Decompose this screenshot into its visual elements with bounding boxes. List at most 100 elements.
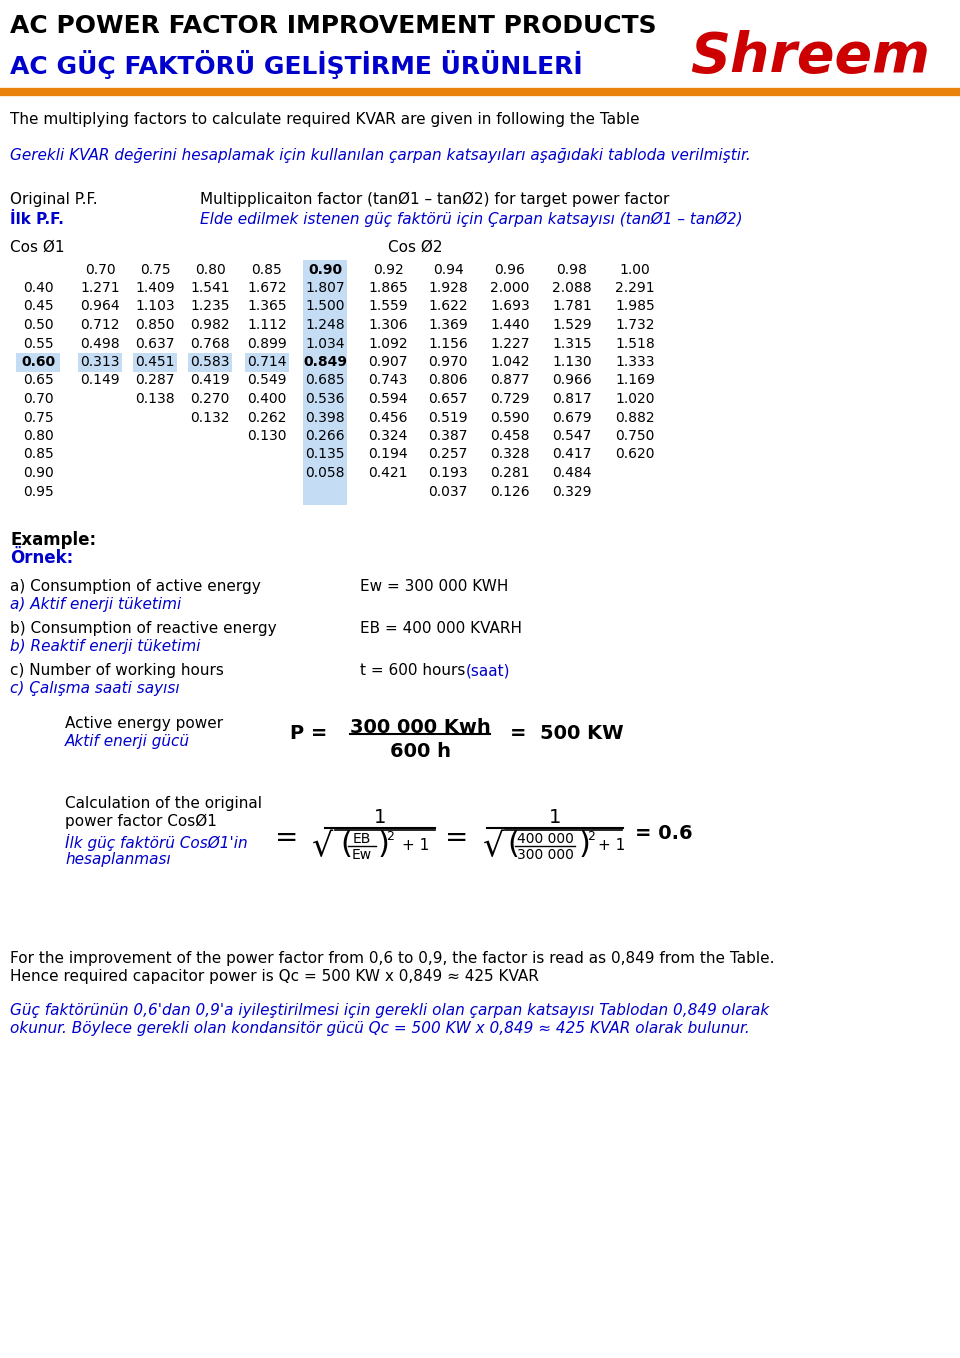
Text: 2.088: 2.088 [552,281,591,295]
Text: 0.149: 0.149 [81,373,120,387]
Text: Active energy power: Active energy power [65,716,223,731]
Text: 0.907: 0.907 [369,354,408,369]
Text: =  500 KW: = 500 KW [510,724,624,743]
Text: 1.00: 1.00 [619,263,650,277]
Text: hesaplanması: hesaplanması [65,851,171,866]
Text: ): ) [579,830,590,860]
Text: 0.549: 0.549 [248,373,287,387]
Text: P =: P = [290,724,327,743]
Text: 1.169: 1.169 [615,373,655,387]
Text: 1.732: 1.732 [615,318,655,331]
Text: 1.865: 1.865 [368,281,408,295]
Text: b) Reaktif enerji tüketimi: b) Reaktif enerji tüketimi [10,640,201,655]
Text: 2.291: 2.291 [615,281,655,295]
Text: 0.519: 0.519 [428,410,468,425]
Text: 1.130: 1.130 [552,354,591,369]
Text: 0.498: 0.498 [81,337,120,350]
Text: b) Consumption of reactive energy: b) Consumption of reactive energy [10,621,276,636]
Text: 0.130: 0.130 [248,429,287,443]
Text: 0.50: 0.50 [23,318,54,331]
Text: 0.387: 0.387 [428,429,468,443]
Text: EB = 400 000 KVARH: EB = 400 000 KVARH [360,621,522,636]
Text: 1.156: 1.156 [428,337,468,350]
Text: 1.529: 1.529 [552,318,591,331]
Text: 0.40: 0.40 [23,281,54,295]
Text: okunur. Böylece gerekli olan kondansitör gücü Qc = 500 KW x 0,849 ≈ 425 KVAR ola: okunur. Böylece gerekli olan kondansitör… [10,1021,750,1036]
Text: c) Çalışma saati sayısı: c) Çalışma saati sayısı [10,680,180,697]
Text: 1: 1 [373,808,386,827]
Text: Calculation of the original: Calculation of the original [65,796,262,811]
Text: AC GÜÇ FAKTÖRÜ GELİŞTİRME ÜRÜNLERİ: AC GÜÇ FAKTÖRÜ GELİŞTİRME ÜRÜNLERİ [10,50,583,79]
Text: 0.138: 0.138 [135,392,175,406]
Text: 0.94: 0.94 [433,263,464,277]
Text: = 0.6: = 0.6 [635,824,692,843]
Bar [245,353,289,372]
Text: 0.714: 0.714 [248,354,287,369]
Text: 0.679: 0.679 [552,410,591,425]
Text: The multiplying factors to calculate required KVAR are given in following the Ta: The multiplying factors to calculate req… [10,111,639,128]
Bar [0,88,192,96]
Text: (: ( [507,830,518,860]
Text: 0.95: 0.95 [23,485,54,498]
Text: 0.970: 0.970 [428,354,468,369]
Text: 0.313: 0.313 [81,354,120,369]
Text: Ew: Ew [352,847,372,862]
Text: 0.850: 0.850 [135,318,175,331]
Text: 1.622: 1.622 [428,300,468,314]
Text: 0.419: 0.419 [190,373,229,387]
Text: 1.672: 1.672 [247,281,287,295]
Text: 0.132: 0.132 [190,410,229,425]
Text: √: √ [483,830,504,862]
Bar [192,88,384,96]
Text: 1.034: 1.034 [305,337,345,350]
Text: (: ( [340,830,352,860]
Text: 2.000: 2.000 [491,281,530,295]
Text: 1.559: 1.559 [369,300,408,314]
Text: 1.518: 1.518 [615,337,655,350]
Text: 0.80: 0.80 [23,429,54,443]
Text: 0.135: 0.135 [305,448,345,462]
Text: 1.248: 1.248 [305,318,345,331]
Text: 0.590: 0.590 [491,410,530,425]
Text: 0.750: 0.750 [615,429,655,443]
Text: 0.037: 0.037 [428,485,468,498]
Text: 0.768: 0.768 [190,337,229,350]
Text: 0.451: 0.451 [135,354,175,369]
Text: 1.365: 1.365 [247,300,287,314]
Text: 0.657: 0.657 [428,392,468,406]
Bar [576,88,768,96]
Text: Original P.F.: Original P.F. [10,191,98,206]
Text: 2: 2 [587,830,595,843]
Text: a) Consumption of active energy: a) Consumption of active energy [10,579,261,593]
Text: 0.262: 0.262 [248,410,287,425]
Text: Gerekli KVAR değerini hesaplamak için kullanılan çarpan katsayıları aşağıdaki ta: Gerekli KVAR değerini hesaplamak için ku… [10,148,751,163]
Text: İlk güç faktörü CosØ1'in: İlk güç faktörü CosØ1'in [65,834,248,851]
Text: 0.270: 0.270 [190,392,229,406]
Text: 300 000: 300 000 [516,847,573,862]
Text: 1.500: 1.500 [305,300,345,314]
Text: 0.85: 0.85 [252,263,282,277]
Text: 0.194: 0.194 [369,448,408,462]
Text: 600 h: 600 h [390,741,450,760]
Text: 0.398: 0.398 [305,410,345,425]
Text: 2: 2 [386,830,394,843]
Text: 0.421: 0.421 [369,466,408,479]
Text: 0.964: 0.964 [81,300,120,314]
Text: 0.287: 0.287 [135,373,175,387]
Text: AC POWER FACTOR IMPROVEMENT PRODUCTS: AC POWER FACTOR IMPROVEMENT PRODUCTS [10,14,657,38]
Text: 0.80: 0.80 [195,263,226,277]
Text: 1.928: 1.928 [428,281,468,295]
Text: =: = [445,824,468,851]
Text: ): ) [378,830,390,860]
Text: 0.90: 0.90 [308,263,342,277]
Text: 1.315: 1.315 [552,337,591,350]
Text: 0.594: 0.594 [369,392,408,406]
Text: 0.324: 0.324 [369,429,408,443]
Text: 0.85: 0.85 [23,448,54,462]
Text: c) Number of working hours: c) Number of working hours [10,663,224,678]
Text: 0.849: 0.849 [303,354,347,369]
Text: 0.982: 0.982 [190,318,229,331]
Text: 0.620: 0.620 [615,448,655,462]
Bar [133,353,177,372]
Text: 0.65: 0.65 [23,373,54,387]
